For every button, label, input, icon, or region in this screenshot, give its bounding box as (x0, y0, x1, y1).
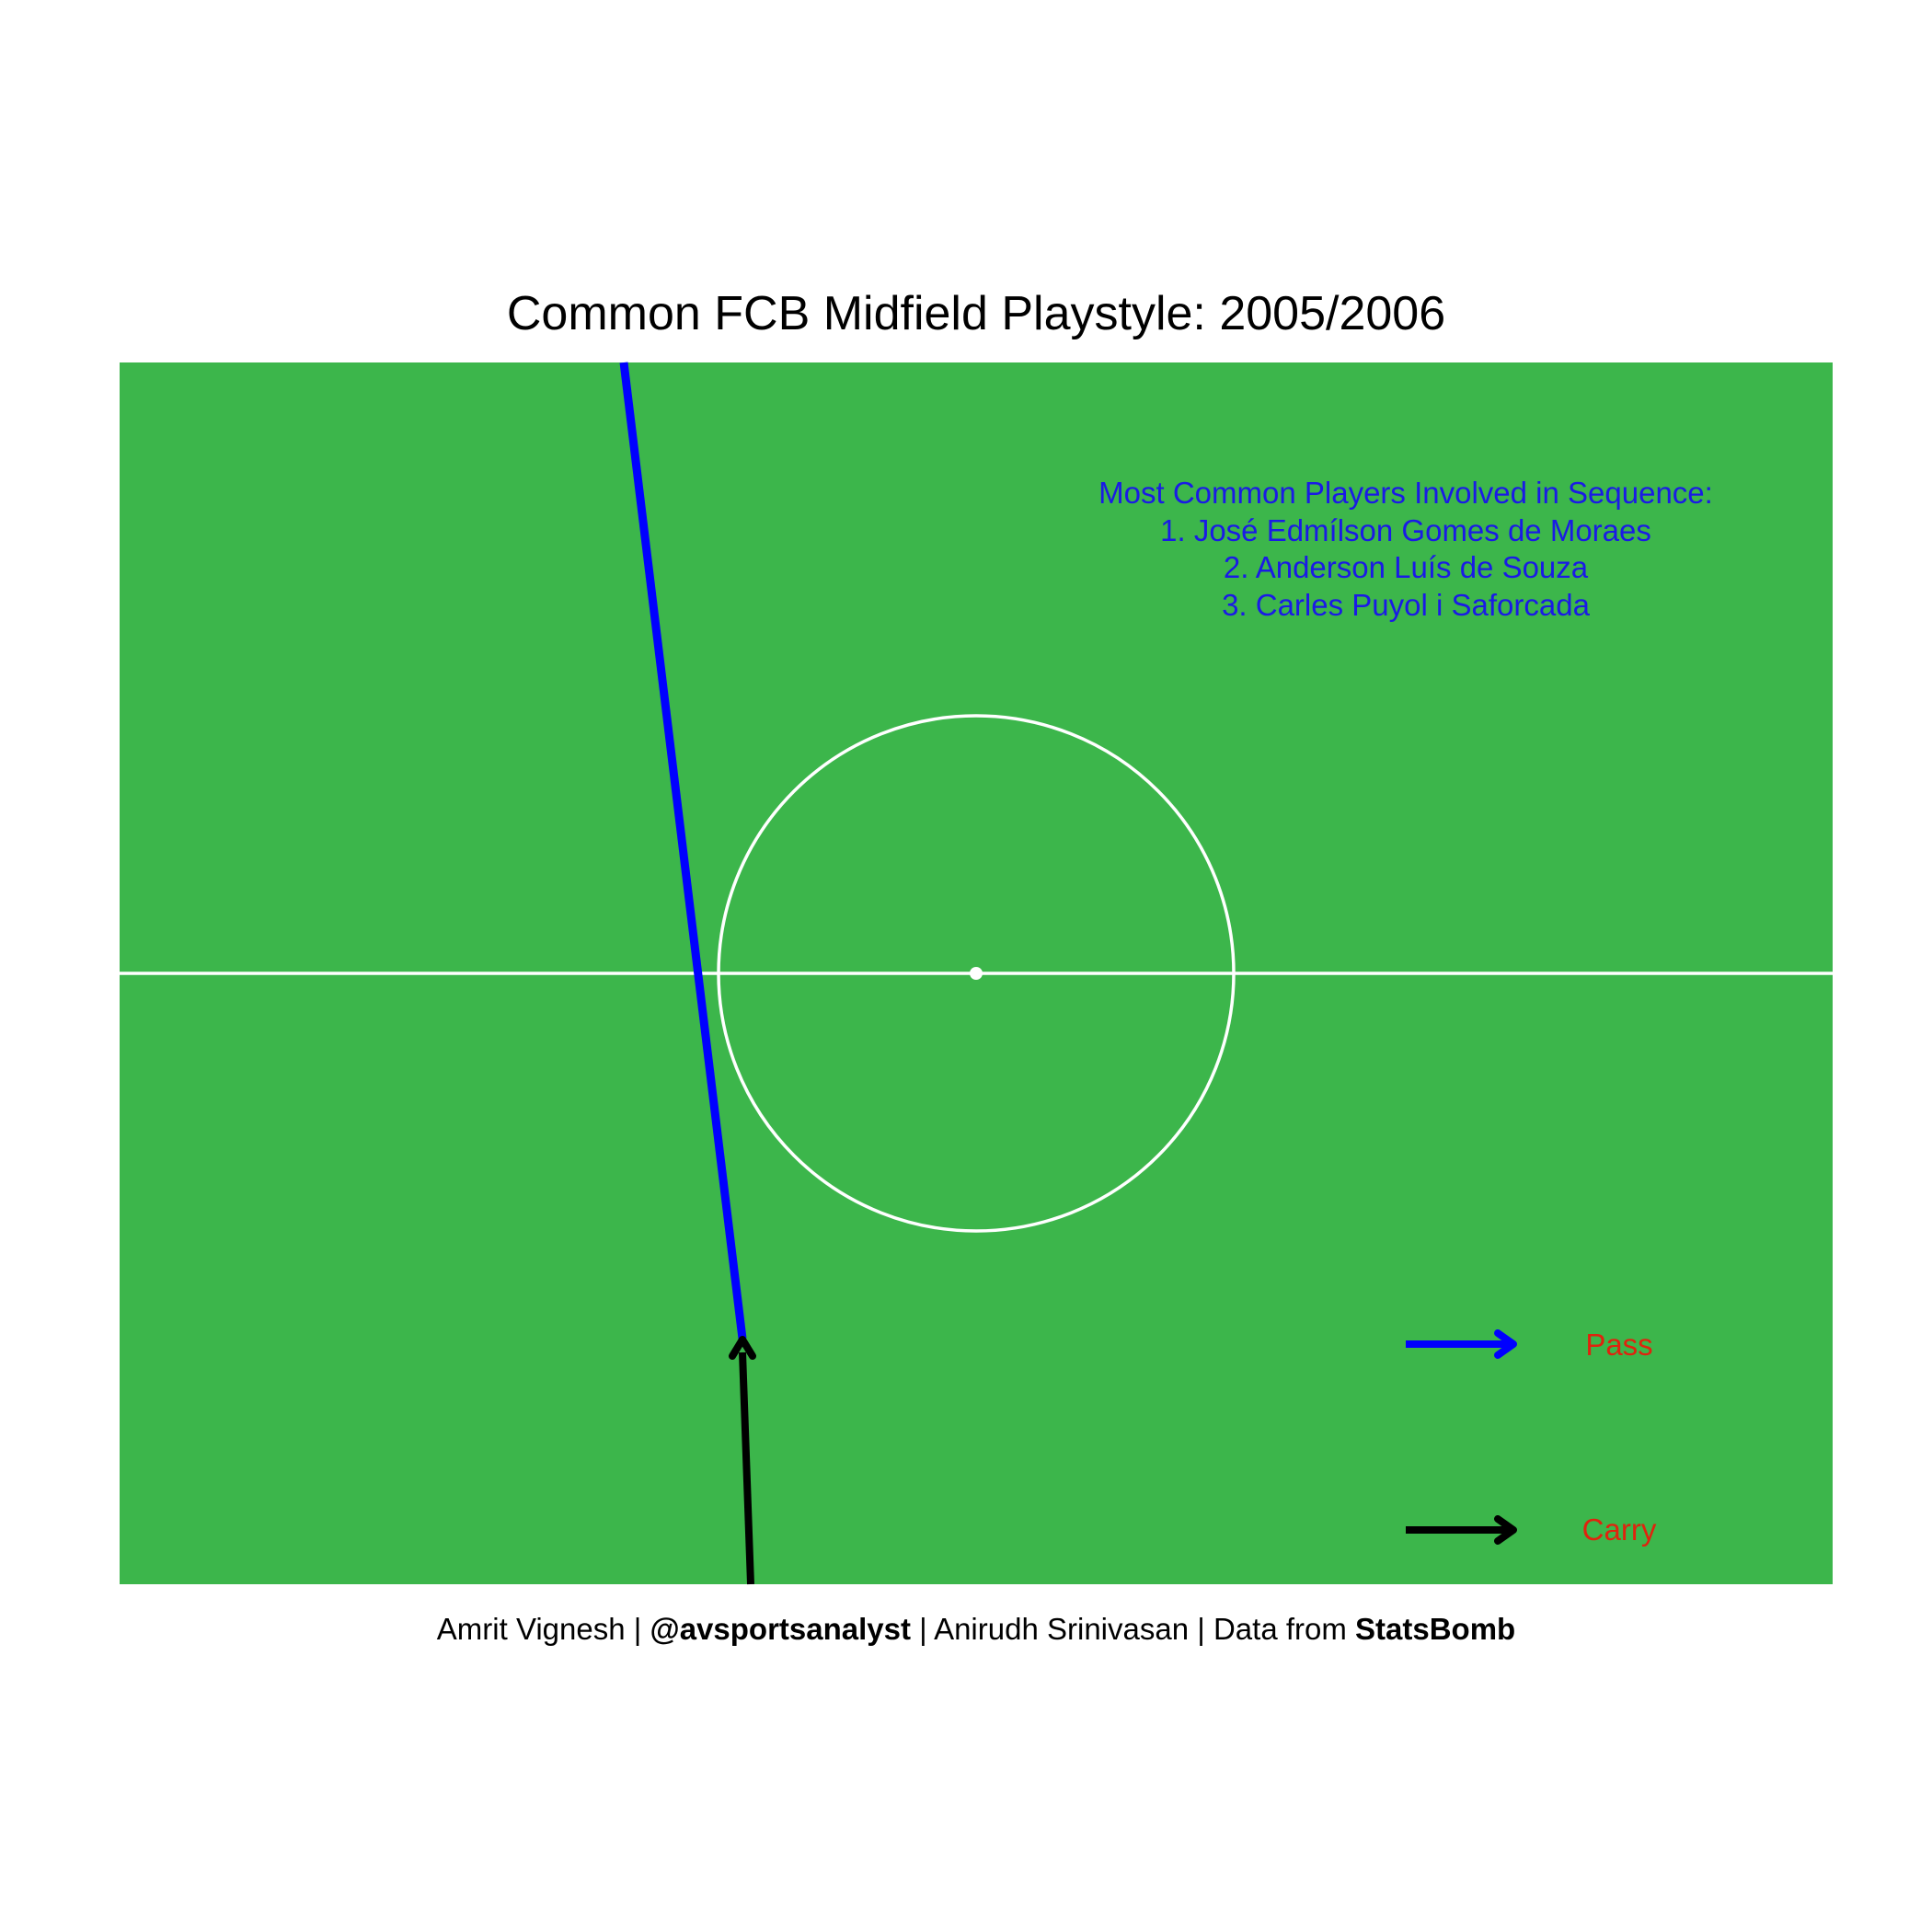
legend-carry-label: Carry (1582, 1512, 1657, 1547)
players-heading: Most Common Players Involved in Sequence… (1098, 476, 1713, 510)
player-item-1: 1. José Edmílson Gomes de Moraes (1160, 513, 1651, 547)
player-item-3: 3. Carles Puyol i Saforcada (1222, 588, 1591, 622)
caption: Amrit Vignesh | @avsportsanalyst | Aniru… (437, 1612, 1515, 1646)
carry-arrow (739, 1351, 754, 1585)
caption-middle: | Anirudh Srinivasan | Data from (911, 1612, 1355, 1646)
carry-arrowhead (729, 1336, 756, 1360)
center-spot (970, 967, 983, 980)
caption-handle: @avsportsanalyst (650, 1612, 911, 1646)
caption-source: StatsBomb (1355, 1612, 1515, 1646)
player-item-2: 2. Anderson Luís de Souza (1224, 550, 1589, 584)
figure-title: Common FCB Midfield Playstyle: 2005/2006 (507, 287, 1445, 340)
legend-pass-label: Pass (1585, 1328, 1652, 1362)
pass-arrow (619, 362, 747, 1340)
caption-author: Amrit Vignesh | (437, 1612, 650, 1646)
legend-pass-arrowhead (1494, 1329, 1517, 1359)
legend-carry-arrowhead (1494, 1515, 1517, 1545)
center-circle (717, 714, 1236, 1233)
